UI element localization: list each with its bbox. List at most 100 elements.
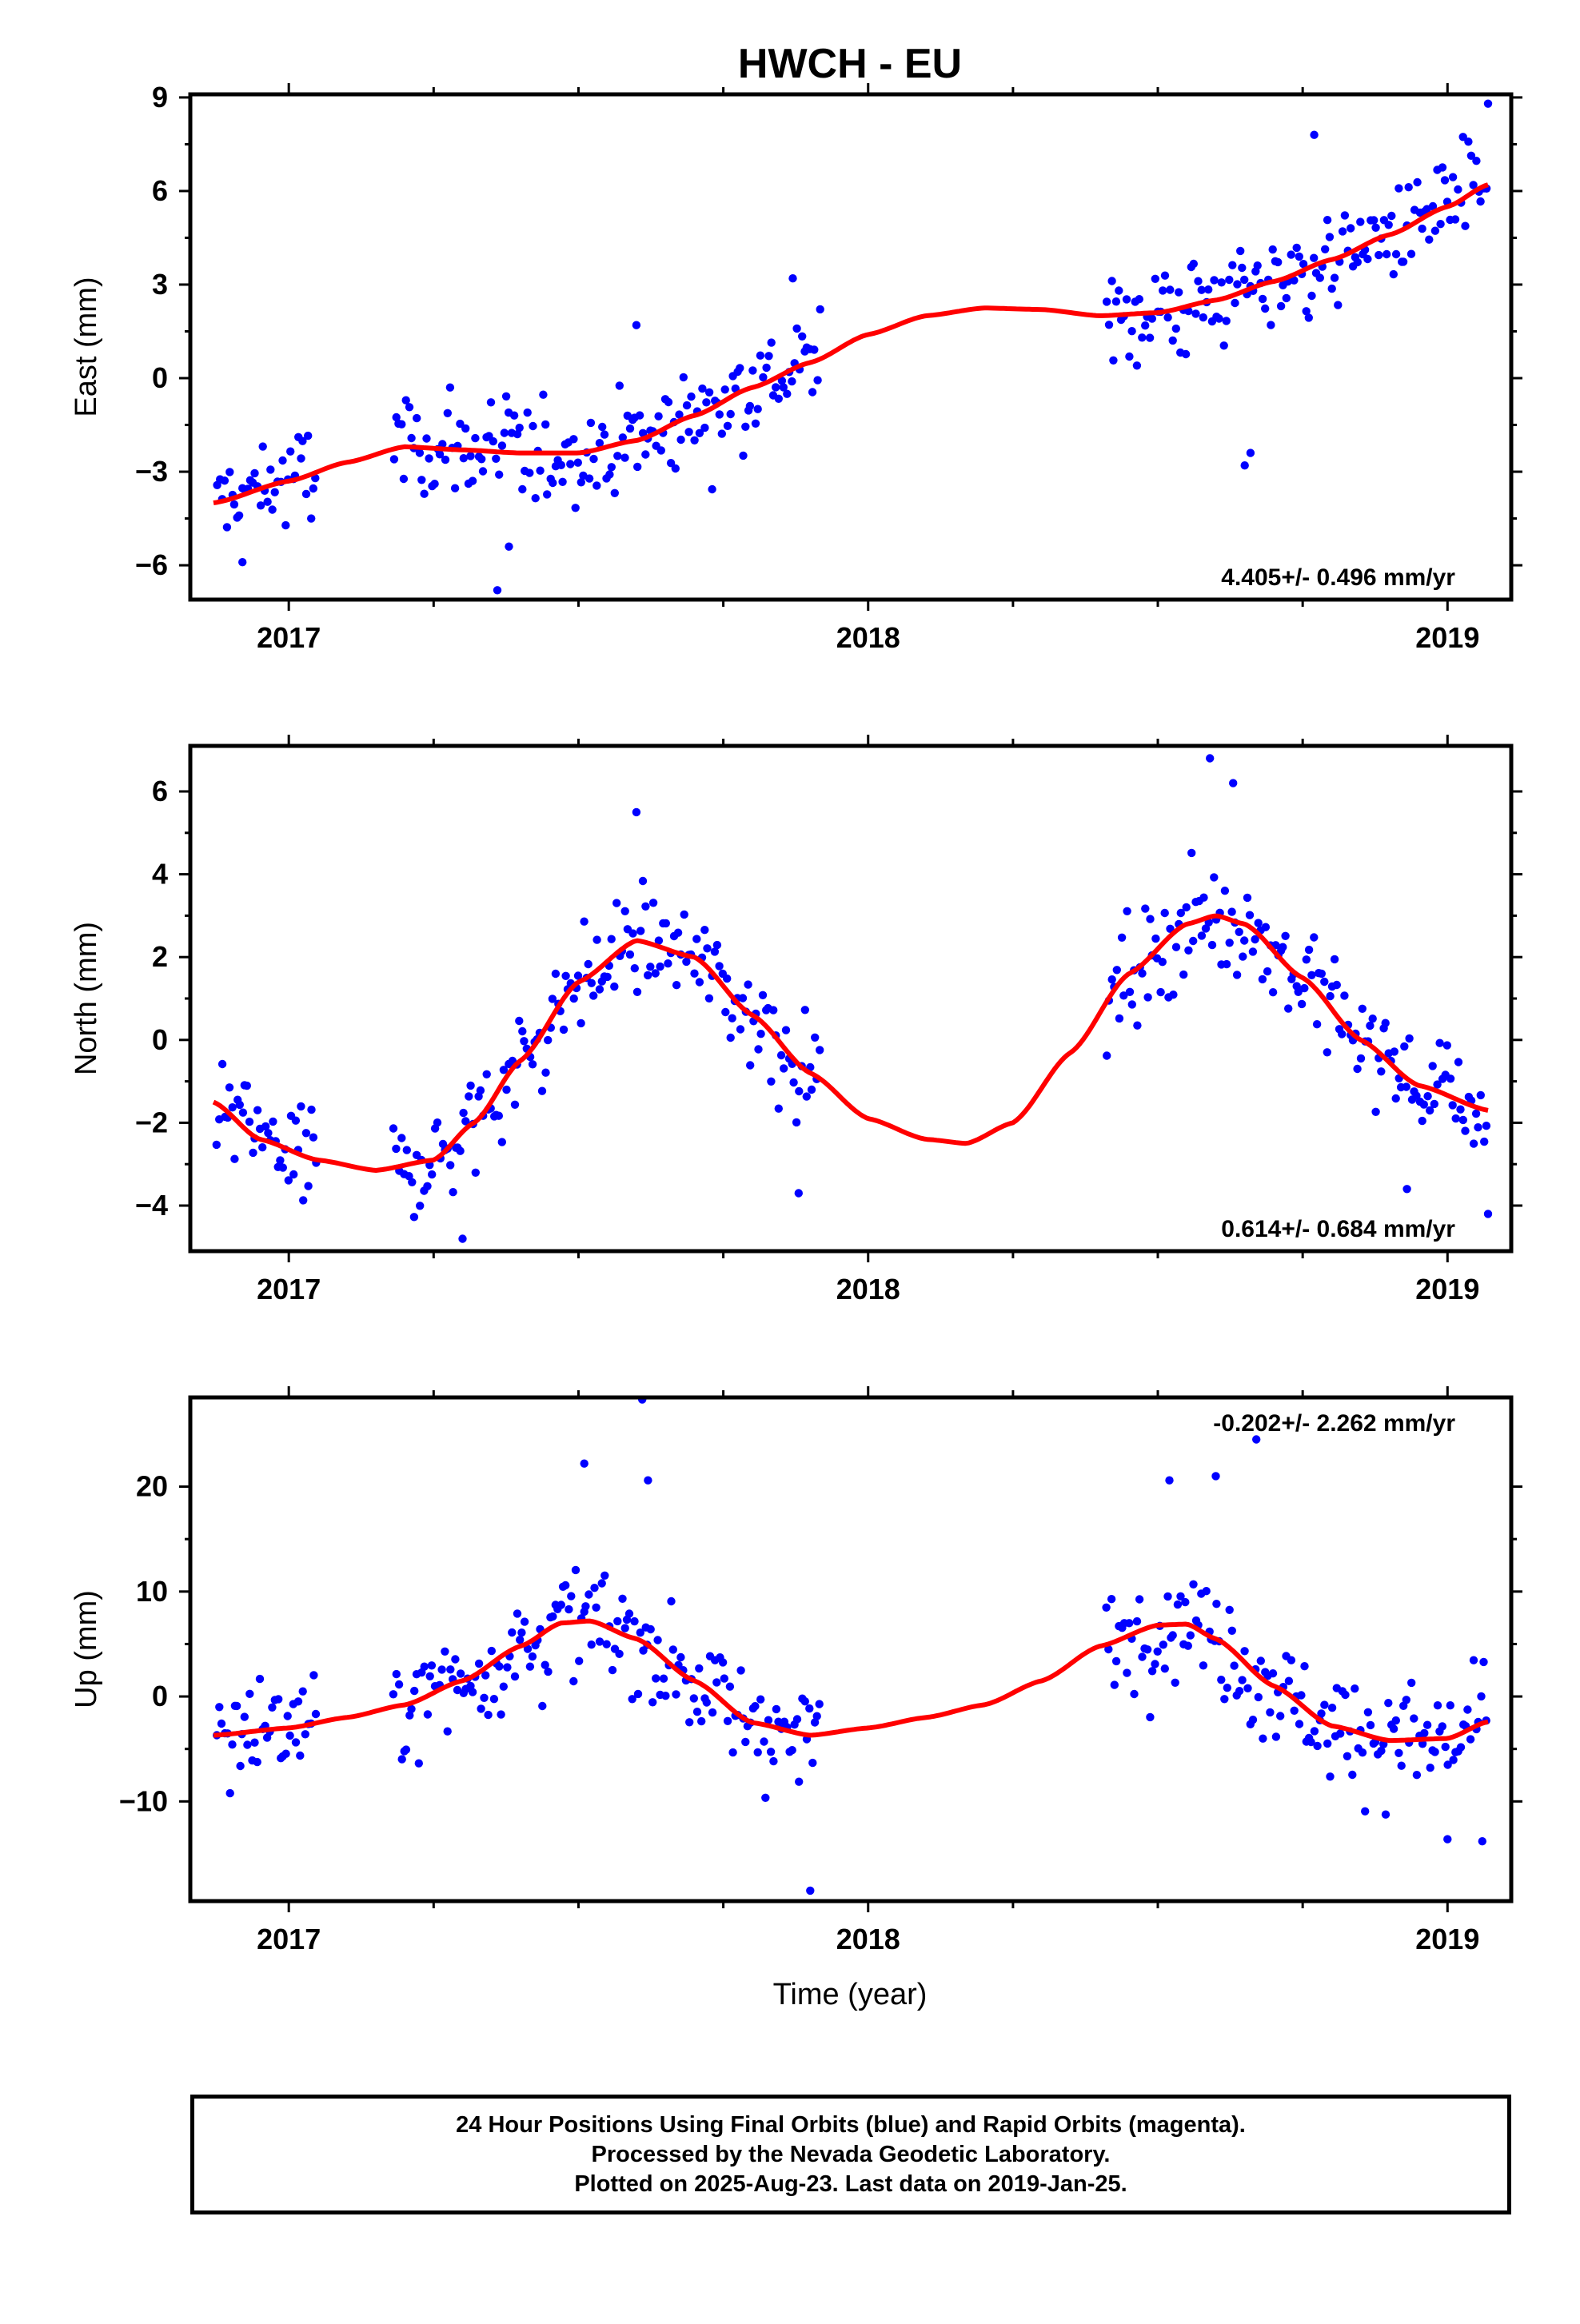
data-point <box>1443 1835 1452 1844</box>
data-point <box>1304 313 1314 322</box>
data-point <box>689 1694 698 1703</box>
data-point <box>1254 919 1263 927</box>
data-point <box>529 421 537 431</box>
data-point <box>1391 1716 1401 1725</box>
data-point <box>281 520 290 530</box>
data-point <box>1284 1004 1293 1013</box>
data-point <box>243 1740 252 1749</box>
data-point <box>465 1092 473 1101</box>
data-point <box>708 1708 717 1717</box>
data-point <box>630 1616 639 1626</box>
data-point <box>1231 298 1239 308</box>
data-point <box>544 1667 553 1676</box>
data-point <box>1317 1709 1326 1718</box>
data-point <box>1197 285 1206 294</box>
rate-annotation: -0.202+/- 2.262 mm/yr <box>1213 1410 1455 1437</box>
data-point <box>1186 1631 1195 1640</box>
data-point <box>520 1037 529 1046</box>
data-point <box>808 388 817 397</box>
data-point <box>672 981 681 990</box>
data-point <box>1160 908 1169 918</box>
data-point <box>644 1476 652 1485</box>
data-point <box>1287 1656 1296 1664</box>
data-point <box>769 1756 778 1766</box>
data-point <box>718 1658 728 1667</box>
data-point <box>613 452 622 460</box>
data-point <box>1130 1689 1139 1699</box>
x-tick-label: 2017 <box>257 1923 321 1955</box>
data-point <box>1307 1737 1315 1747</box>
data-point <box>772 383 780 392</box>
data-point <box>753 405 762 413</box>
data-point <box>1189 936 1198 946</box>
data-point <box>612 899 621 907</box>
data-point <box>579 471 588 480</box>
data-point <box>1138 1652 1147 1661</box>
data-point <box>1436 220 1445 229</box>
data-point <box>1458 1115 1468 1125</box>
data-point <box>420 1662 429 1671</box>
data-point <box>225 468 234 476</box>
data-point <box>1217 278 1226 287</box>
x-tick-label: 2017 <box>257 621 321 654</box>
data-point <box>408 1178 417 1187</box>
y-tick-label: 0 <box>152 361 168 394</box>
data-point <box>717 429 726 438</box>
data-point <box>505 542 513 551</box>
data-point <box>392 1144 401 1154</box>
data-point <box>580 917 589 926</box>
data-point <box>477 455 486 464</box>
data-point <box>1404 183 1413 192</box>
data-point <box>767 1077 776 1086</box>
data-point <box>298 436 307 445</box>
data-point <box>759 373 768 382</box>
data-point <box>301 1730 309 1739</box>
y-tick-label: 0 <box>152 1680 168 1712</box>
data-point <box>1189 259 1199 269</box>
data-point <box>438 440 447 448</box>
data-point <box>389 1690 398 1699</box>
data-point <box>758 991 768 1000</box>
data-point <box>1290 1706 1299 1715</box>
data-point <box>816 305 824 314</box>
data-point <box>1336 1729 1345 1738</box>
data-point <box>692 1708 702 1716</box>
data-point <box>1438 163 1447 172</box>
data-point <box>263 497 272 506</box>
data-point <box>1248 1716 1258 1724</box>
data-point <box>549 478 557 488</box>
data-point <box>1430 226 1440 235</box>
data-point <box>1389 1724 1398 1733</box>
data-point <box>1125 987 1135 997</box>
data-point <box>1173 1600 1183 1609</box>
data-point <box>477 1704 485 1713</box>
data-point <box>437 1665 446 1674</box>
data-point <box>1420 1728 1429 1738</box>
data-point <box>1482 1122 1491 1130</box>
data-point <box>675 410 684 419</box>
data-point <box>499 1682 508 1691</box>
data-point <box>781 1026 791 1034</box>
data-point <box>1463 1705 1472 1714</box>
data-point <box>501 392 511 401</box>
data-point <box>268 505 277 514</box>
data-point <box>1107 277 1116 285</box>
data-point <box>285 1731 294 1740</box>
data-point <box>1159 1640 1168 1649</box>
data-point <box>1368 1015 1377 1023</box>
y-tick-label: 6 <box>152 775 168 807</box>
data-point <box>1381 1018 1390 1027</box>
data-point <box>1132 361 1142 370</box>
data-point <box>788 1746 796 1755</box>
data-point <box>654 936 664 945</box>
data-point <box>1426 1764 1434 1772</box>
data-point <box>798 332 807 341</box>
data-point <box>1153 1647 1162 1656</box>
data-point <box>810 345 819 354</box>
data-point <box>1252 1435 1261 1444</box>
data-point <box>1290 276 1299 285</box>
data-point <box>1469 181 1478 189</box>
data-point <box>580 1459 589 1468</box>
data-point <box>1446 1074 1455 1083</box>
data-point <box>518 484 527 494</box>
